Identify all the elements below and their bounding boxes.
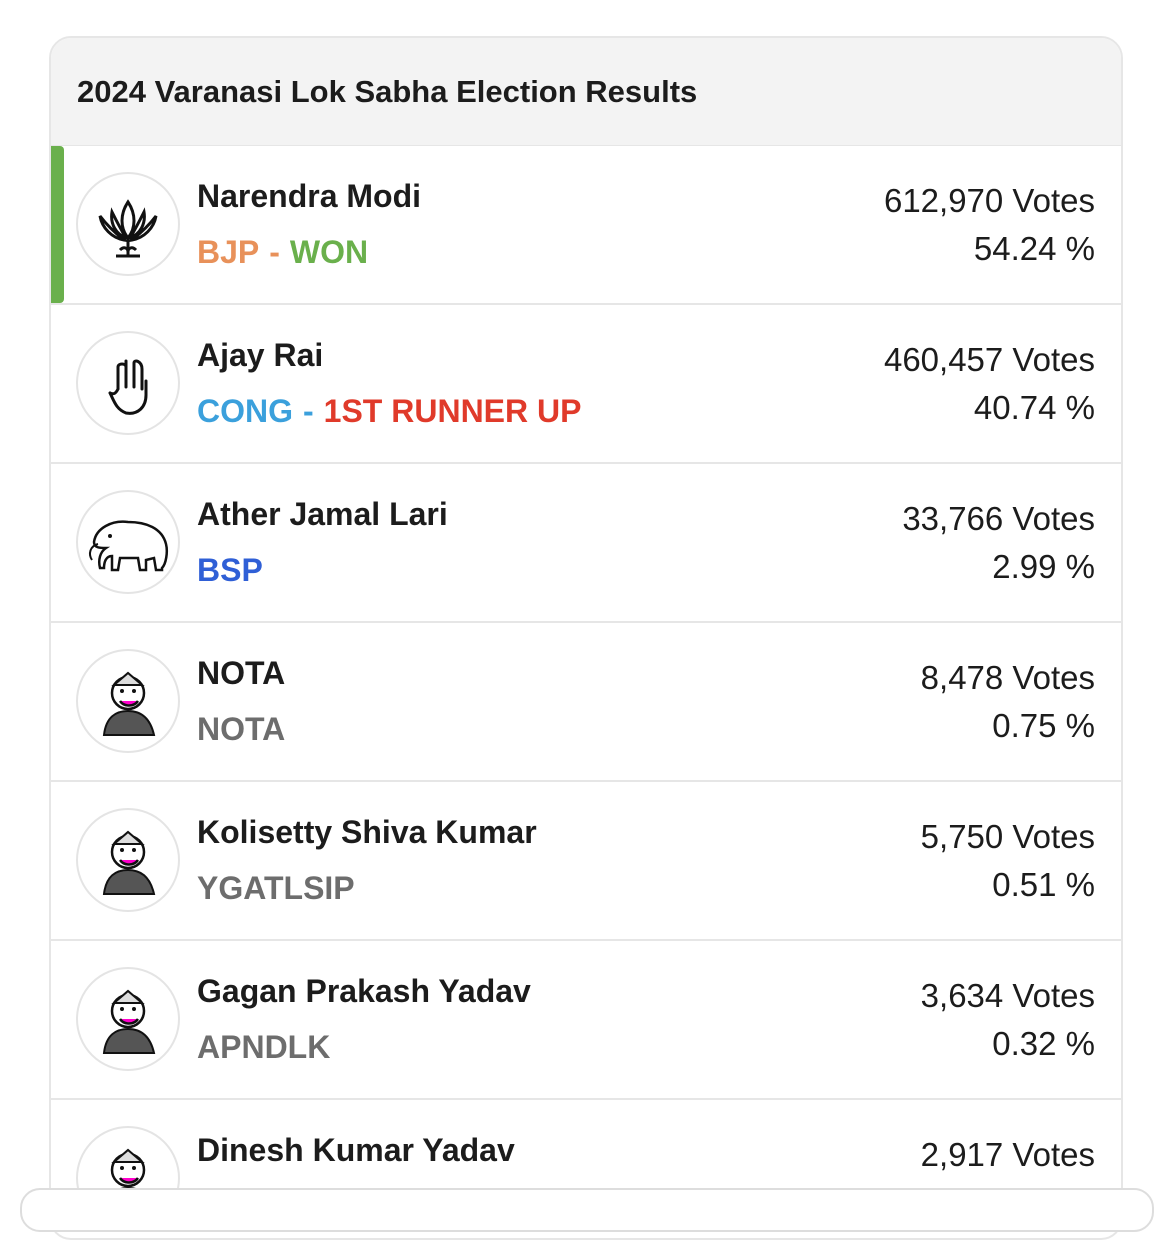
candidate-row: Gagan Prakash Yadav APNDLK 3,634 Votes 0.32…	[51, 941, 1121, 1100]
party-line: CONG -1ST RUNNER UP	[197, 393, 581, 430]
party-line: NOTA	[197, 711, 285, 748]
party-line: BJP - WON	[197, 234, 368, 271]
separator: -	[269, 234, 280, 270]
candidate-name: Gagan Prakash Yadav	[197, 973, 531, 1009]
vote-count: 5,750 Votes	[920, 818, 1095, 855]
title: 2024 Varanasi Lok Sabha Election Results	[77, 73, 698, 109]
vote-share: 54.24 %	[973, 230, 1095, 267]
candidate-name: Narendra Modi	[197, 178, 422, 214]
party-name: YGATLSIP	[197, 870, 355, 906]
vote-share: 0.32 %	[992, 1025, 1095, 1062]
vote-count: 8,478 Votes	[920, 659, 1095, 696]
status: WON	[289, 234, 369, 270]
party-name: APNDLK	[197, 1029, 331, 1065]
status: 1ST RUNNER UP	[323, 393, 582, 429]
candidate-row: Ather Jamal Lari BSP 33,766 Votes 2.99 %	[51, 464, 1121, 623]
party-name: BSP	[197, 552, 263, 588]
party-symbol	[76, 967, 180, 1071]
party-symbol	[76, 172, 180, 276]
party-name: CONG	[197, 393, 293, 429]
party-line: BSP	[197, 552, 263, 589]
vote-count: 3,634 Votes	[920, 977, 1095, 1014]
candidate-row: Dinesh Kumar Yadav 2,917 Votes	[51, 1100, 1121, 1238]
candidate-row: NOTA NOTA 8,478 Votes 0.75 %	[51, 623, 1121, 782]
candidate-name: Kolisetty Shiva Kumar	[197, 814, 537, 850]
party-line: YGATLSIP	[197, 870, 355, 907]
vote-share: 0.51 %	[992, 866, 1095, 903]
party-line: APNDLK	[197, 1029, 330, 1066]
candidate-row: Narendra Modi BJP - WON 612,970 Votes 54.24 %	[51, 146, 1121, 305]
candidate-name: Dinesh Kumar Yadav	[197, 1132, 515, 1168]
candidate-list: Narendra Modi BJP - WON 612,970 Votes 54.24 %…	[51, 146, 1121, 1238]
candidate-name: Ajay Rai	[197, 337, 324, 373]
vote-count: 33,766 Votes	[902, 500, 1095, 537]
candidate-row: Kolisetty Shiva Kumar YGATLSIP 5,750 Votes…	[51, 782, 1121, 941]
party-symbol	[76, 808, 180, 912]
party-symbol	[76, 649, 180, 753]
party-symbol	[76, 490, 180, 594]
candidate-name: NOTA	[197, 655, 286, 691]
candidate-row: Ajay Rai CONG -1ST RUNNER UP 460,457 Votes 4…	[51, 305, 1121, 464]
party-symbol	[76, 331, 180, 435]
vote-count: 612,970 Votes	[883, 182, 1095, 219]
vote-count: 2,917 Votes	[920, 1136, 1095, 1173]
winner-bar	[51, 146, 64, 303]
separator: -	[303, 393, 314, 429]
card-header: 2024 Varanasi Lok Sabha Election Results	[51, 38, 1121, 146]
vote-share: 2.99 %	[992, 548, 1095, 585]
results-card: 2024 Varanasi Lok Sabha Election Results…	[49, 36, 1123, 1240]
party-name: BJP	[197, 234, 260, 270]
vote-share: 40.74 %	[973, 389, 1095, 426]
vote-share: 0.75 %	[992, 707, 1095, 744]
page: 2024 Varanasi Lok Sabha Election Results…	[20, 36, 1154, 1240]
party-name: NOTA	[197, 711, 286, 747]
vote-count: 460,457 Votes	[883, 341, 1095, 378]
candidate-name: Ather Jamal Lari	[197, 496, 448, 532]
